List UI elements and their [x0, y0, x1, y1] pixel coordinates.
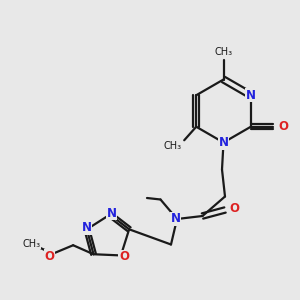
Text: N: N — [106, 207, 116, 220]
Text: N: N — [246, 89, 256, 102]
Text: N: N — [170, 212, 181, 226]
Text: N: N — [82, 221, 92, 234]
Text: CH₃: CH₃ — [164, 141, 182, 151]
Text: O: O — [229, 202, 239, 215]
Text: CH₃: CH₃ — [23, 239, 41, 249]
Text: O: O — [119, 250, 129, 263]
Text: O: O — [278, 120, 288, 133]
Text: O: O — [44, 250, 54, 263]
Text: N: N — [218, 136, 229, 149]
Text: CH₃: CH₃ — [214, 46, 232, 57]
